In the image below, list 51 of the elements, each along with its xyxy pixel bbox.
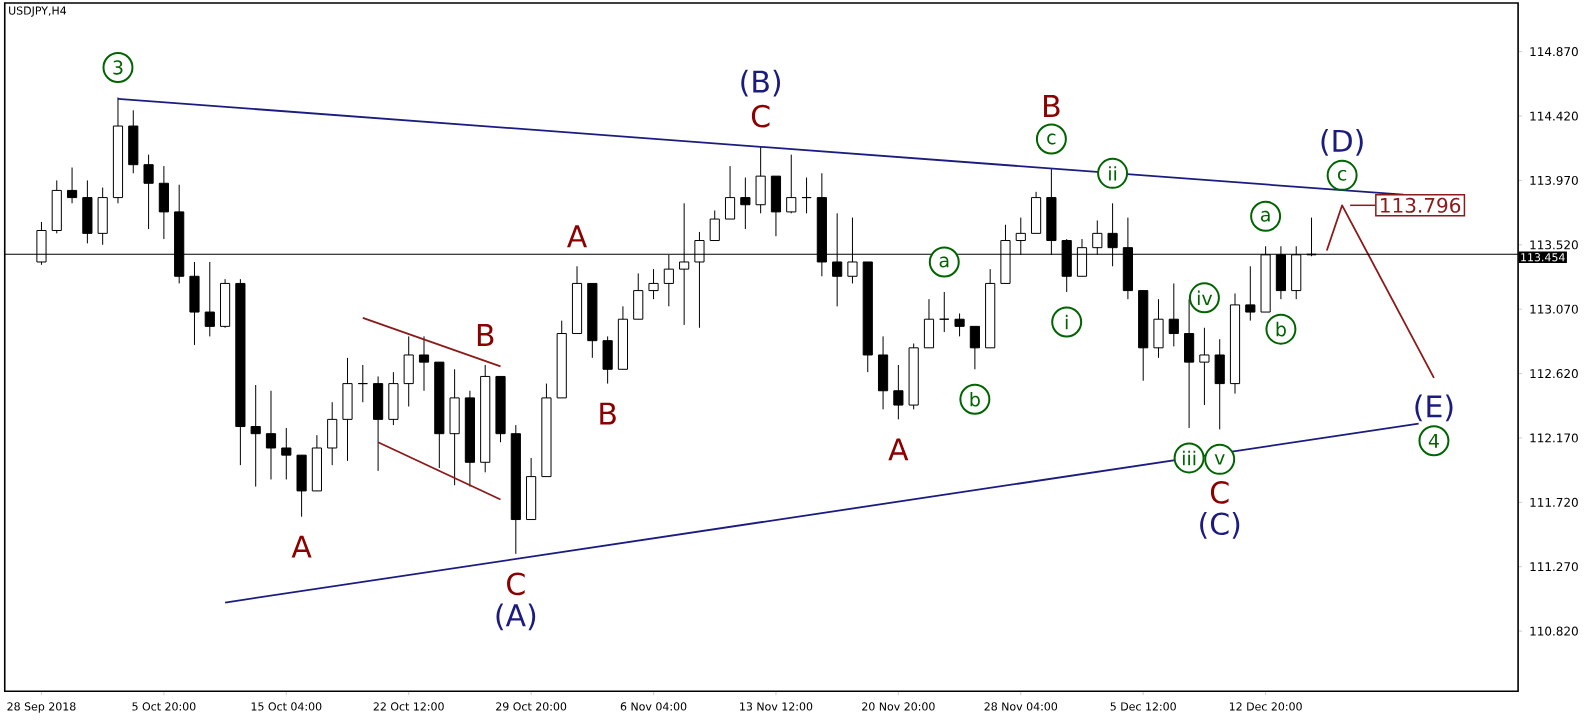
- annotation: iii: [1182, 450, 1196, 466]
- annotation: B: [477, 324, 494, 346]
- annotation: (D): [1321, 128, 1363, 156]
- x-tick-label: 13 Nov 12:00: [740, 702, 813, 711]
- y-tick-label: 112.620: [1530, 368, 1578, 379]
- x-tick-label: 6 Nov 04:00: [620, 702, 687, 711]
- x-tick-label: 5 Oct 20:00: [132, 702, 196, 711]
- annotation: (A): [496, 603, 536, 631]
- annotation: A: [888, 438, 909, 461]
- y-tick-label: 113.520: [1530, 240, 1578, 250]
- annotation: a: [1260, 210, 1270, 222]
- annotation: b: [1276, 321, 1286, 337]
- annotation: b: [970, 391, 980, 407]
- annotation: c: [1337, 169, 1347, 181]
- x-tick-label: 28 Nov 04:00: [984, 702, 1058, 711]
- annotation: c: [1047, 133, 1056, 145]
- annotation: B: [600, 402, 616, 425]
- annotation: C: [751, 104, 770, 128]
- y-tick-label: 114.420: [1530, 111, 1578, 121]
- y-tick-label: 111.720: [1530, 497, 1578, 507]
- annotation: A: [291, 535, 312, 558]
- x-tick-label: 20 Nov 20:00: [862, 702, 935, 711]
- annotation: (C): [1200, 511, 1240, 539]
- annotation: 4: [1428, 433, 1439, 448]
- y-tick-label: 112.170: [1530, 433, 1578, 443]
- annotation: C: [1210, 480, 1229, 504]
- annotation: v: [1214, 454, 1225, 465]
- annotation: iv: [1197, 290, 1213, 305]
- y-tick-label: 113.070: [1530, 304, 1578, 314]
- y-tick-label: 111.270: [1530, 562, 1578, 572]
- annotation: 3: [113, 60, 123, 75]
- annotation: ii: [1109, 166, 1117, 181]
- annotation: (B): [741, 69, 781, 97]
- x-tick-label: 29 Oct 20:00: [496, 702, 567, 711]
- data-label: 113.796: [1381, 197, 1461, 213]
- x-tick-label: 12 Dec 20:00: [1229, 702, 1302, 711]
- x-tick-label: 5 Dec 12:00: [1110, 702, 1176, 711]
- annotation: a: [939, 256, 949, 268]
- x-tick-label: 28 Sep 2018: [7, 702, 76, 713]
- annotation: A: [567, 225, 588, 248]
- y-tick-label: 110.820: [1530, 626, 1578, 636]
- ref-line-label: 113.454: [1521, 253, 1565, 262]
- y-tick-label: 114.870: [1530, 47, 1578, 57]
- annotation: (E): [1415, 394, 1453, 422]
- annotation: C: [507, 572, 525, 596]
- x-tick-label: 15 Oct 04:00: [251, 702, 322, 711]
- annotation: i: [1065, 314, 1068, 330]
- annotation: B: [1044, 95, 1060, 117]
- x-tick-label: 22 Oct 12:00: [373, 702, 444, 711]
- chart-title: USDJPY,H4: [9, 6, 67, 17]
- y-tick-label: 113.970: [1530, 175, 1578, 185]
